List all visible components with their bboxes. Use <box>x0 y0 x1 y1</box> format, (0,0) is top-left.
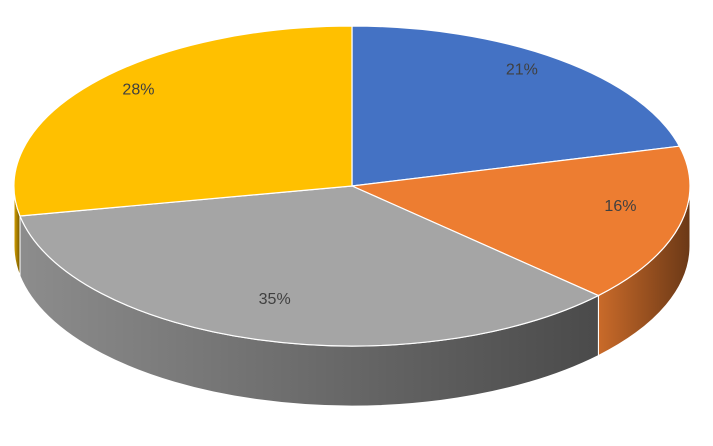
slice <box>351 25 681 187</box>
data-label: 16% <box>604 198 636 215</box>
slice <box>13 25 353 217</box>
data-label: 21% <box>506 62 538 79</box>
data-label: 28% <box>122 82 154 99</box>
slice <box>19 185 600 347</box>
slice <box>349 145 691 297</box>
data-label: 35% <box>259 291 291 308</box>
